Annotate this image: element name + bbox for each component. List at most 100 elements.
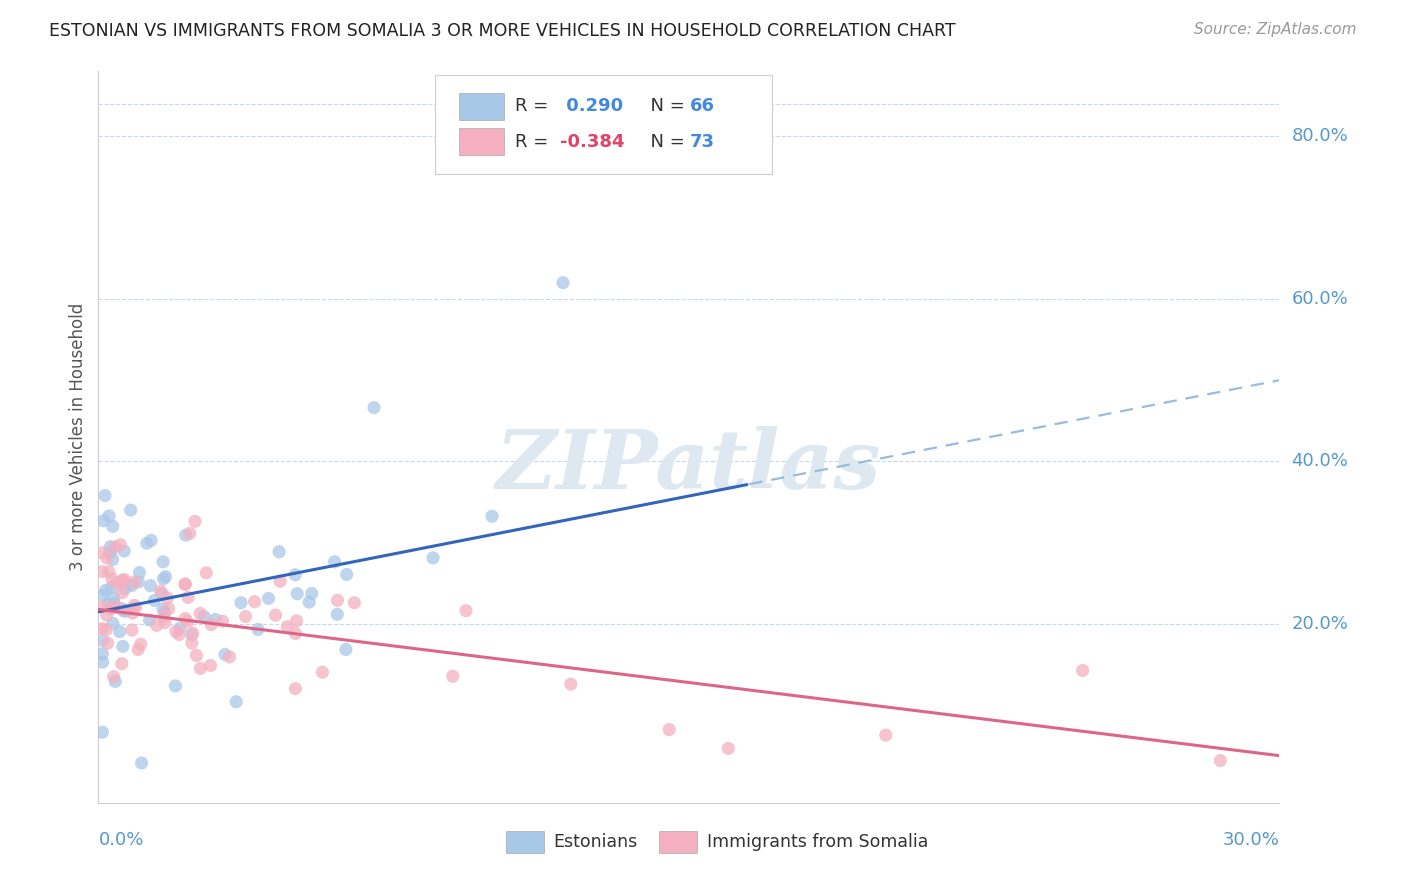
Point [129,637,152,651]
Point [124,574,146,589]
Point [91,655,114,669]
Point [177,591,200,605]
Text: Source: ZipAtlas.com: Source: ZipAtlas.com [1194,22,1357,37]
Point [454,604,477,618]
Text: 66: 66 [690,97,716,115]
Point [100,602,122,616]
Point [120,503,142,517]
Point [91,647,114,661]
Point [112,604,135,618]
Point [139,533,162,548]
Text: 73: 73 [690,133,716,151]
Point [98,508,121,523]
Point [276,620,298,634]
Point [97,597,120,611]
Point [105,576,128,591]
Point [155,569,177,583]
Point [100,581,122,595]
Point [323,555,346,569]
Point [195,566,218,580]
Point [94,623,117,637]
Point [165,679,187,693]
Text: R =: R = [516,97,554,115]
Point [658,723,681,737]
Point [225,695,247,709]
Point [204,612,226,626]
Point [128,574,150,589]
Text: N =: N = [640,97,690,115]
Point [91,546,114,560]
Point [97,636,120,650]
Text: 0.290: 0.290 [560,97,623,115]
Point [91,588,114,602]
Text: -0.384: -0.384 [560,133,624,151]
Point [560,677,582,691]
Point [176,615,198,629]
Text: R =: R = [516,133,554,151]
Point [180,628,202,642]
Point [285,587,308,601]
Point [112,544,135,558]
Point [184,514,207,528]
Point [298,595,321,609]
Text: 40.0%: 40.0% [1291,452,1348,470]
Point [247,623,270,637]
Point [284,626,307,640]
Point [149,584,172,599]
Point [91,599,114,614]
Point [186,648,208,663]
Point [96,550,118,565]
Point [135,536,157,550]
Point [326,607,349,622]
Point [94,583,117,598]
Point [91,565,114,579]
Point [143,593,166,607]
Point [169,621,191,635]
Point [111,602,134,616]
Point [114,582,136,596]
Point [91,725,114,739]
Point [103,596,125,610]
Point [111,585,134,599]
Point [121,578,143,592]
Text: 0.0%: 0.0% [98,831,143,849]
Point [100,546,122,560]
Point [152,602,174,616]
Point [124,599,146,613]
Point [218,649,240,664]
Point [152,555,174,569]
Point [108,624,131,639]
Point [311,665,333,680]
Y-axis label: 3 or more Vehicles in Household: 3 or more Vehicles in Household [69,303,87,571]
Point [101,572,124,586]
Point [174,528,197,542]
Point [91,514,114,528]
Point [127,642,149,657]
Point [91,622,114,636]
Point [343,596,366,610]
Point [180,636,202,650]
Point [441,669,464,683]
Point [264,608,287,623]
Point [101,552,124,566]
Point [128,566,150,580]
Text: ZIPatlas: ZIPatlas [496,426,882,507]
Point [257,591,280,606]
Text: 60.0%: 60.0% [1291,290,1348,308]
Point [174,577,197,591]
Point [97,565,120,579]
Point [156,591,179,605]
Point [269,574,291,589]
Point [138,613,160,627]
Point [1209,754,1232,768]
Point [104,674,127,689]
FancyBboxPatch shape [506,830,544,853]
Point [111,640,134,654]
Text: Estonians: Estonians [553,832,637,851]
Point [111,574,134,588]
Point [200,617,222,632]
Point [326,593,349,607]
Point [150,587,173,601]
Point [174,612,197,626]
Point [103,599,125,614]
